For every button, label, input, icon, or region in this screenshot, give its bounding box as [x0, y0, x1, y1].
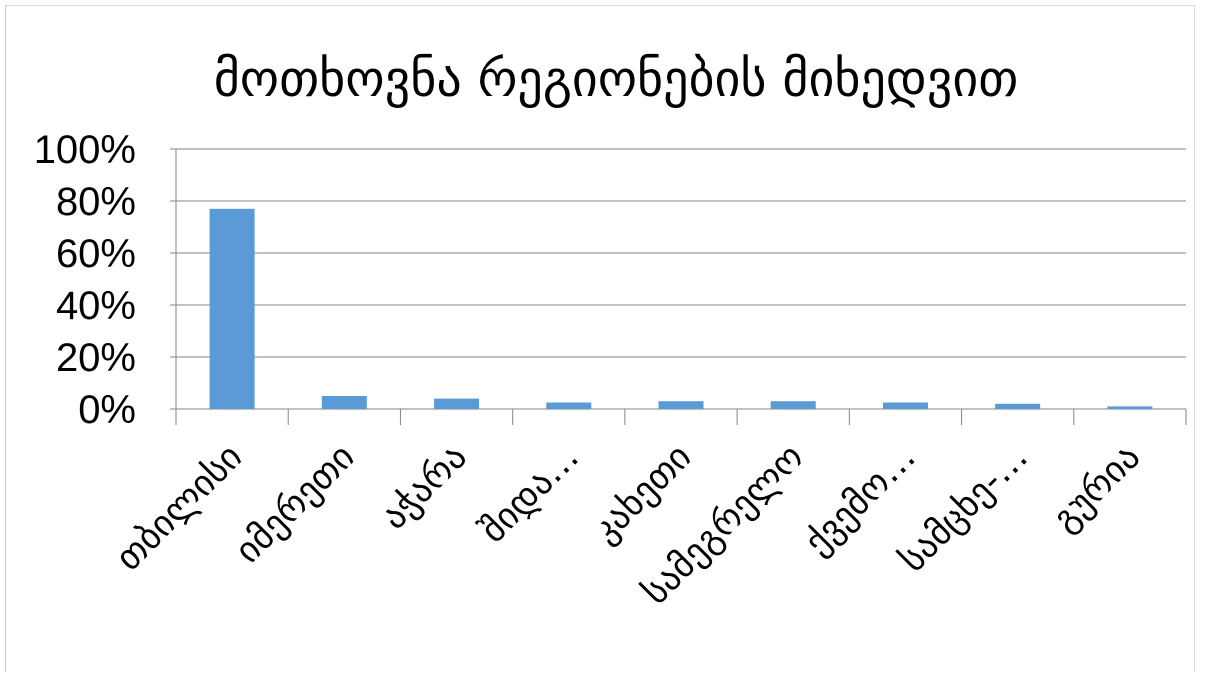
bar — [658, 401, 704, 409]
bar — [1107, 406, 1153, 409]
bar — [546, 402, 592, 409]
chart-title: მოთხოვნა რეგიონების მიხედვით — [214, 50, 1019, 108]
y-tick-label: 100% — [34, 128, 136, 172]
x-tick-label: აჭარა — [374, 436, 475, 537]
bar — [995, 403, 1041, 409]
bar — [209, 208, 255, 409]
bar-chart: მოთხოვნა რეგიონების მიხედვით 0% 20% 40% 60%… — [34, 50, 1187, 613]
x-tick-label: კახეთი — [585, 436, 700, 551]
bar — [770, 401, 816, 409]
bar — [882, 402, 928, 409]
x-tick-label: გურია — [1045, 436, 1148, 539]
bar — [321, 396, 367, 409]
y-tick-label: 80% — [56, 180, 136, 224]
y-tick-label: 40% — [56, 284, 136, 328]
y-tick-label: 0% — [78, 388, 136, 432]
bars — [209, 208, 1153, 409]
x-tick-label: შიდა… — [473, 436, 588, 551]
y-axis: 0% 20% 40% 60% 80% 100% — [34, 128, 177, 432]
y-tick-label: 20% — [56, 336, 136, 380]
x-tick-label: იმერეთი — [228, 436, 363, 571]
gridlines — [176, 148, 1186, 410]
x-axis — [176, 408, 1187, 425]
chart-frame: მოთხოვნა რეგიონების მიხედვით 0% 20% 40% 60%… — [5, 5, 1195, 672]
bar — [434, 398, 480, 409]
x-tick-label: თბილისი — [108, 436, 250, 578]
y-tick-label: 60% — [56, 232, 136, 276]
